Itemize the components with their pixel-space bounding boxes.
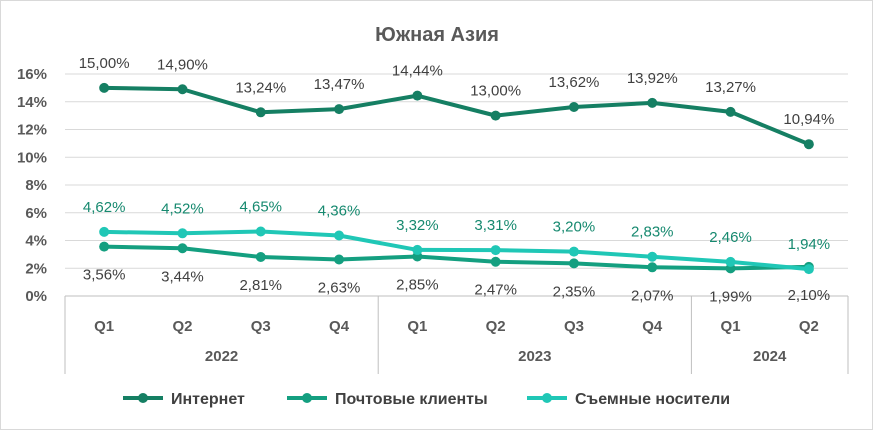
y-tick-label: 8% <box>25 177 47 194</box>
series-line <box>102 85 811 147</box>
data-label: 2,81% <box>239 277 282 294</box>
data-point <box>803 264 814 275</box>
data-label: 4,52% <box>161 200 204 217</box>
data-label: 2,07% <box>631 287 674 304</box>
data-label: 2,10% <box>788 287 831 304</box>
year-label: 2024 <box>753 348 787 365</box>
legend: Интернет Почтовые клиенты Съемные носители <box>123 391 730 408</box>
x-tick-label: Q1 <box>94 318 114 335</box>
data-labels: 15,00% 14,90% 13,24% 13,47% 14,44% 13,00% 13,6… <box>79 55 835 306</box>
series-lines <box>99 82 814 275</box>
series-line <box>102 244 811 271</box>
y-tick-label: 14% <box>17 94 47 111</box>
data-label: 3,32% <box>396 217 439 234</box>
data-point <box>177 84 188 95</box>
data-label: 3,20% <box>553 219 596 236</box>
data-point <box>334 104 345 115</box>
data-label: 4,36% <box>318 203 361 220</box>
x-tick-label: Q4 <box>642 318 663 335</box>
data-label: 3,31% <box>474 217 517 234</box>
data-point <box>803 139 814 150</box>
x-tick-label: Q1 <box>721 318 741 335</box>
data-point <box>177 228 188 239</box>
data-point <box>725 256 736 267</box>
data-point <box>412 244 423 255</box>
x-tick-label: Q2 <box>486 318 506 335</box>
y-tick-label: 0% <box>25 288 47 305</box>
chart-title: Южная Азия <box>375 24 499 46</box>
series-line <box>102 229 811 272</box>
data-label: 2,35% <box>553 283 596 300</box>
x-tick-label: Q2 <box>172 318 192 335</box>
data-label: 15,00% <box>79 55 130 72</box>
y-tick-label: 2% <box>25 260 47 277</box>
data-point <box>490 256 501 267</box>
data-label: 2,83% <box>631 224 674 241</box>
data-label: 13,24% <box>235 79 286 96</box>
data-point <box>334 254 345 265</box>
data-label: 10,94% <box>783 111 834 128</box>
y-tick-label: 4% <box>25 233 47 250</box>
data-point <box>255 252 266 263</box>
data-label: 4,65% <box>239 198 282 215</box>
data-point <box>568 246 579 257</box>
x-tick-label: Q2 <box>799 318 819 335</box>
year-label: 2023 <box>518 348 551 365</box>
data-point <box>99 241 110 252</box>
y-tick-label: 12% <box>17 122 47 139</box>
y-tick-label: 10% <box>17 149 47 166</box>
data-point <box>647 262 658 273</box>
data-label: 1,94% <box>788 236 831 253</box>
data-point <box>568 102 579 113</box>
x-tick-label: Q1 <box>407 318 427 335</box>
data-label: 3,56% <box>83 267 126 284</box>
data-label: 13,47% <box>314 76 365 93</box>
y-tick-label: 16% <box>17 66 47 83</box>
data-point <box>647 97 658 108</box>
legend-marker <box>542 393 552 403</box>
x-tick-label: Q3 <box>251 318 271 335</box>
data-point <box>99 226 110 237</box>
data-point <box>490 110 501 121</box>
legend-marker <box>302 393 312 403</box>
data-label: 2,85% <box>396 276 439 293</box>
data-label: 14,44% <box>392 63 443 80</box>
data-label: 2,63% <box>318 280 361 297</box>
data-label: 13,00% <box>470 83 521 100</box>
data-label: 4,62% <box>83 199 126 216</box>
x-tick-label: Q3 <box>564 318 584 335</box>
year-label: 2022 <box>205 348 238 365</box>
data-label: 13,92% <box>627 70 678 87</box>
gridlines <box>65 73 848 269</box>
legend-label: Съемные носители <box>575 391 730 408</box>
data-point <box>647 251 658 262</box>
data-label: 2,46% <box>709 229 752 246</box>
data-point <box>725 106 736 117</box>
data-point <box>99 82 110 93</box>
data-label: 13,27% <box>705 79 756 96</box>
data-point <box>490 245 501 256</box>
data-point <box>334 230 345 241</box>
data-label: 14,90% <box>157 56 208 73</box>
axes: 0% 2% 4% 6% 8% 10% 12% 14% 16% Q1 Q2 Q3 Q4 Q1 Q2 Q3 Q4 Q1… <box>17 66 849 374</box>
legend-label: Интернет <box>171 391 245 408</box>
data-label: 1,99% <box>709 288 752 305</box>
data-point <box>255 226 266 237</box>
legend-marker <box>138 393 148 403</box>
data-point <box>177 243 188 254</box>
y-tick-label: 6% <box>25 205 47 222</box>
data-label: 13,62% <box>549 74 600 91</box>
x-tick-label: Q4 <box>329 318 350 335</box>
data-label: 2,47% <box>474 282 517 299</box>
legend-label: Почтовые клиенты <box>335 391 488 408</box>
data-label: 3,44% <box>161 268 204 285</box>
data-point <box>412 90 423 101</box>
data-point <box>568 258 579 269</box>
data-point <box>255 107 266 118</box>
